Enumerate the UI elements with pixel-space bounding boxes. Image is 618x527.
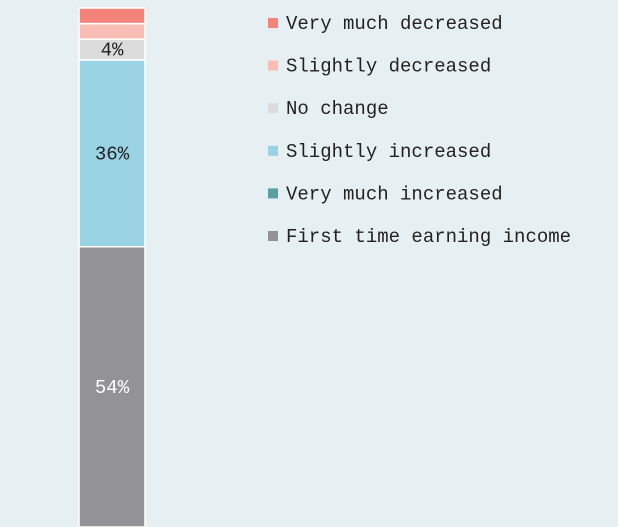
legend-swatch [268,231,278,241]
bar-segment [78,22,146,40]
data-label: 54% [95,377,130,399]
bar-segment [78,7,146,25]
legend-label: First time earning income [286,226,571,248]
legend-label: No change [286,98,389,120]
legend-swatch [268,18,278,28]
legend-swatch [268,103,278,114]
legend-label: Very much increased [286,183,503,205]
legend-label: Very much decreased [286,13,503,35]
bar-segment [78,245,146,527]
data-label: 4% [101,40,124,62]
data-label: 36% [95,143,130,165]
legend-swatch [268,188,278,199]
legend-label: Slightly decreased [286,56,491,78]
legend-swatch [268,145,278,156]
bar-segment [78,59,146,248]
legend-label: Slightly increased [286,141,491,163]
legend-swatch [268,60,278,71]
